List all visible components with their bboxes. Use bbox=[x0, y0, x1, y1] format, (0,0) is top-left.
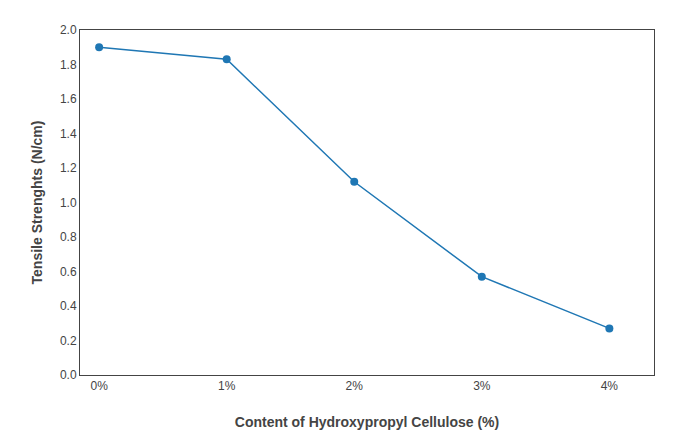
svg-text:1.8: 1.8 bbox=[60, 58, 77, 72]
svg-text:4%: 4% bbox=[601, 379, 619, 393]
svg-text:0.8: 0.8 bbox=[60, 230, 77, 244]
svg-text:0.4: 0.4 bbox=[60, 299, 77, 313]
svg-text:1%: 1% bbox=[218, 379, 236, 393]
svg-text:0.2: 0.2 bbox=[60, 334, 77, 348]
svg-text:3%: 3% bbox=[473, 379, 491, 393]
svg-text:1.0: 1.0 bbox=[60, 196, 77, 210]
svg-text:0%: 0% bbox=[90, 379, 108, 393]
svg-text:2.0: 2.0 bbox=[60, 23, 77, 37]
svg-text:2%: 2% bbox=[346, 379, 364, 393]
svg-text:Content of Hydroxypropyl Cellu: Content of Hydroxypropyl Cellulose (%) bbox=[235, 414, 499, 430]
svg-text:1.6: 1.6 bbox=[60, 92, 77, 106]
svg-text:0.0: 0.0 bbox=[60, 368, 77, 382]
svg-text:0.6: 0.6 bbox=[60, 265, 77, 279]
svg-text:Tensile Strenghts (N/cm): Tensile Strenghts (N/cm) bbox=[29, 121, 45, 285]
svg-text:1.2: 1.2 bbox=[60, 161, 77, 175]
svg-text:1.4: 1.4 bbox=[60, 127, 77, 141]
